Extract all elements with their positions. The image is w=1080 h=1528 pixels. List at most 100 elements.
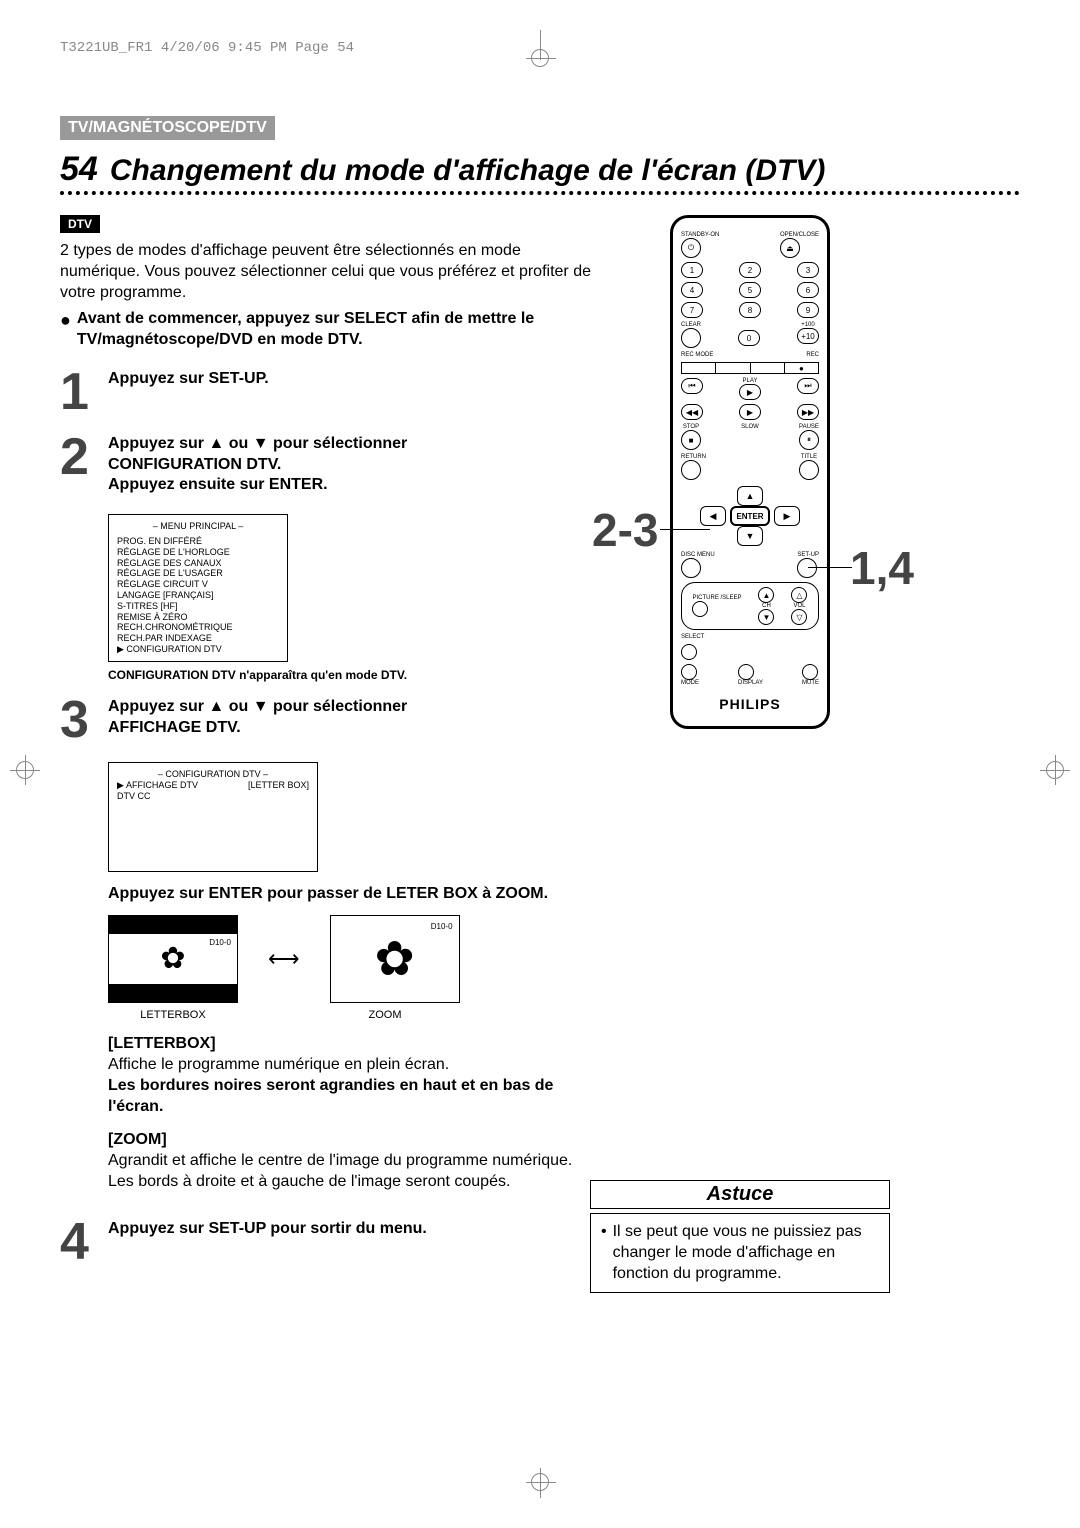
- menu2-row1-right: [LETTER BOX]: [248, 780, 309, 791]
- num-8-button[interactable]: 8: [739, 302, 761, 318]
- menu-item-selected: CONFIGURATION DTV: [117, 644, 279, 655]
- dpad-down-button[interactable]: ▼: [737, 526, 763, 546]
- brand-label: PHILIPS: [681, 696, 819, 712]
- zoom-text2: Les bords à droite et à gauche de l'imag…: [108, 1172, 600, 1193]
- ch-down-button[interactable]: ▼: [758, 609, 774, 625]
- menu-item: RÉGLAGE DES CANAUX: [117, 558, 279, 569]
- tip-text: Il se peut que vous ne puissiez pas chan…: [613, 1222, 879, 1284]
- play2-button[interactable]: ▶: [739, 404, 761, 420]
- letterbox-text1: Affiche le programme numérique en plein …: [108, 1055, 600, 1076]
- select-button[interactable]: [681, 644, 697, 660]
- print-header: T3221UB_FR1 4/20/06 9:45 PM Page 54: [60, 40, 1020, 56]
- vol-down-button[interactable]: ▽: [791, 609, 807, 625]
- step-2: 2 Appuyez sur ▲ ou ▼ pour sélectionner C…: [60, 434, 600, 496]
- mode-labels: LETTERBOX ZOOM: [108, 1009, 600, 1021]
- rec-bar: ●: [681, 362, 819, 374]
- select-label: SELECT: [681, 634, 819, 640]
- num-5-button[interactable]: 5: [739, 282, 761, 298]
- return-button[interactable]: [681, 460, 701, 480]
- step-3-line1: Appuyez sur ▲ ou ▼ pour sélectionner: [108, 698, 407, 715]
- menu2-row1-label: AFFICHAGE DTV: [126, 780, 198, 790]
- dpad-right-button[interactable]: ▶: [774, 506, 800, 526]
- letterbox-diagram: ✿ D10-0: [108, 915, 238, 1003]
- step-3-number: 3: [60, 697, 96, 744]
- menu-item: LANGAGE [FRANÇAIS]: [117, 590, 279, 601]
- num-1-button[interactable]: 1: [681, 262, 703, 278]
- crop-mark: [1046, 761, 1064, 779]
- disc-menu-button[interactable]: [681, 558, 701, 578]
- openclose-label: OPEN/CLOSE: [780, 232, 819, 238]
- clear-button[interactable]: [681, 328, 701, 348]
- mode-label: MODE: [681, 680, 699, 686]
- recmode-label: REC MODE: [681, 352, 748, 358]
- plus10-button[interactable]: +10: [797, 328, 819, 344]
- vol-up-button[interactable]: △: [791, 587, 807, 603]
- prev-button[interactable]: ⏮: [681, 378, 703, 394]
- title-label: TITLE: [799, 454, 819, 460]
- return-label: RETURN: [681, 454, 706, 460]
- menu-item: PROG. EN DIFFÉRÉ: [117, 536, 279, 547]
- title-button[interactable]: [799, 460, 819, 480]
- stop-button[interactable]: ■: [681, 430, 701, 450]
- step-2-line2: CONFIGURATION DTV.: [108, 456, 281, 473]
- dpad-up-button[interactable]: ▲: [737, 486, 763, 506]
- dpad-left-button[interactable]: ◀: [700, 506, 726, 526]
- slow-label: SLOW: [741, 424, 759, 430]
- tip-title: Astuce: [590, 1180, 890, 1209]
- page-number: 54: [60, 150, 98, 189]
- zoom-diagram: ✿ D10-0: [330, 915, 460, 1003]
- num-3-button[interactable]: 3: [797, 262, 819, 278]
- flower-icon: ✿: [374, 931, 414, 987]
- setup-label: SET-UP: [797, 552, 819, 558]
- menu-item: RECH.PAR INDEXAGE: [117, 633, 279, 644]
- ch-label: CH: [758, 603, 774, 609]
- ch-up-button[interactable]: ▲: [758, 587, 774, 603]
- step-1-text: Appuyez sur SET-UP.: [108, 370, 269, 387]
- num-4-button[interactable]: 4: [681, 282, 703, 298]
- pause-button[interactable]: ⏸: [799, 430, 819, 450]
- display-button[interactable]: [738, 664, 754, 680]
- zoom-heading: [ZOOM]: [108, 1131, 600, 1149]
- menu-footnote: CONFIGURATION DTV n'apparaîtra qu'en mod…: [108, 668, 600, 684]
- menu-item: RÉGLAGE DE L'USAGER: [117, 568, 279, 579]
- setup-button[interactable]: [797, 558, 817, 578]
- rec-label: REC: [752, 352, 819, 358]
- eject-button[interactable]: ⏏: [780, 238, 800, 258]
- plus100-label: +100: [797, 322, 819, 328]
- enter-button[interactable]: ENTER: [730, 506, 770, 526]
- menu1-title: – MENU PRINCIPAL –: [117, 521, 279, 532]
- num-2-button[interactable]: 2: [739, 262, 761, 278]
- menu-item: REMISE À ZÉRO: [117, 612, 279, 623]
- step-1: 1 Appuyez sur SET-UP.: [60, 369, 600, 416]
- callout-line: [808, 567, 852, 568]
- callout-2-3: 2-3: [592, 503, 658, 557]
- mute-button[interactable]: [802, 664, 818, 680]
- step-4: 4 Appuyez sur SET-UP pour sortir du menu…: [60, 1219, 600, 1266]
- dtv-badge: DTV: [60, 215, 100, 233]
- num-9-button[interactable]: 9: [797, 302, 819, 318]
- play-button[interactable]: ▶: [739, 384, 761, 400]
- mode-button[interactable]: [681, 664, 697, 680]
- step-3-line2: AFFICHAGE DTV.: [108, 719, 241, 736]
- remote-control-diagram: STANDBY-ON ⏻ OPEN/CLOSE ⏏ 1 2 3 4 5: [670, 215, 830, 729]
- play-label: PLAY: [703, 378, 797, 384]
- menu-item: RÉGLAGE CIRCUIT V: [117, 579, 279, 590]
- tip-box: Astuce • Il se peut que vous ne puissiez…: [590, 1180, 890, 1293]
- power-button[interactable]: ⏻: [681, 238, 701, 258]
- step-2-line1: Appuyez sur ▲ ou ▼ pour sélectionner: [108, 435, 407, 452]
- num-6-button[interactable]: 6: [797, 282, 819, 298]
- picture-button[interactable]: [692, 601, 708, 617]
- rewind-button[interactable]: ◀◀: [681, 404, 703, 420]
- intro-text: 2 types de modes d'affichage peuvent êtr…: [60, 241, 600, 303]
- step-3: 3 Appuyez sur ▲ ou ▼ pour sélectionner A…: [60, 697, 600, 744]
- num-7-button[interactable]: 7: [681, 302, 703, 318]
- dtv-config-screenshot: – CONFIGURATION DTV – ▶ AFFICHAGE DTV [L…: [108, 762, 318, 872]
- next-button[interactable]: ⏭: [797, 378, 819, 394]
- standby-label: STANDBY-ON: [681, 232, 719, 238]
- forward-button[interactable]: ▶▶: [797, 404, 819, 420]
- dpad: ▲ ◀ ENTER ▶ ▼: [681, 486, 819, 546]
- num-0-button[interactable]: 0: [738, 330, 760, 346]
- step-1-number: 1: [60, 369, 96, 416]
- menu2-row2: DTV CC: [117, 791, 309, 802]
- menu2-row1-left: ▶ AFFICHAGE DTV: [117, 780, 198, 791]
